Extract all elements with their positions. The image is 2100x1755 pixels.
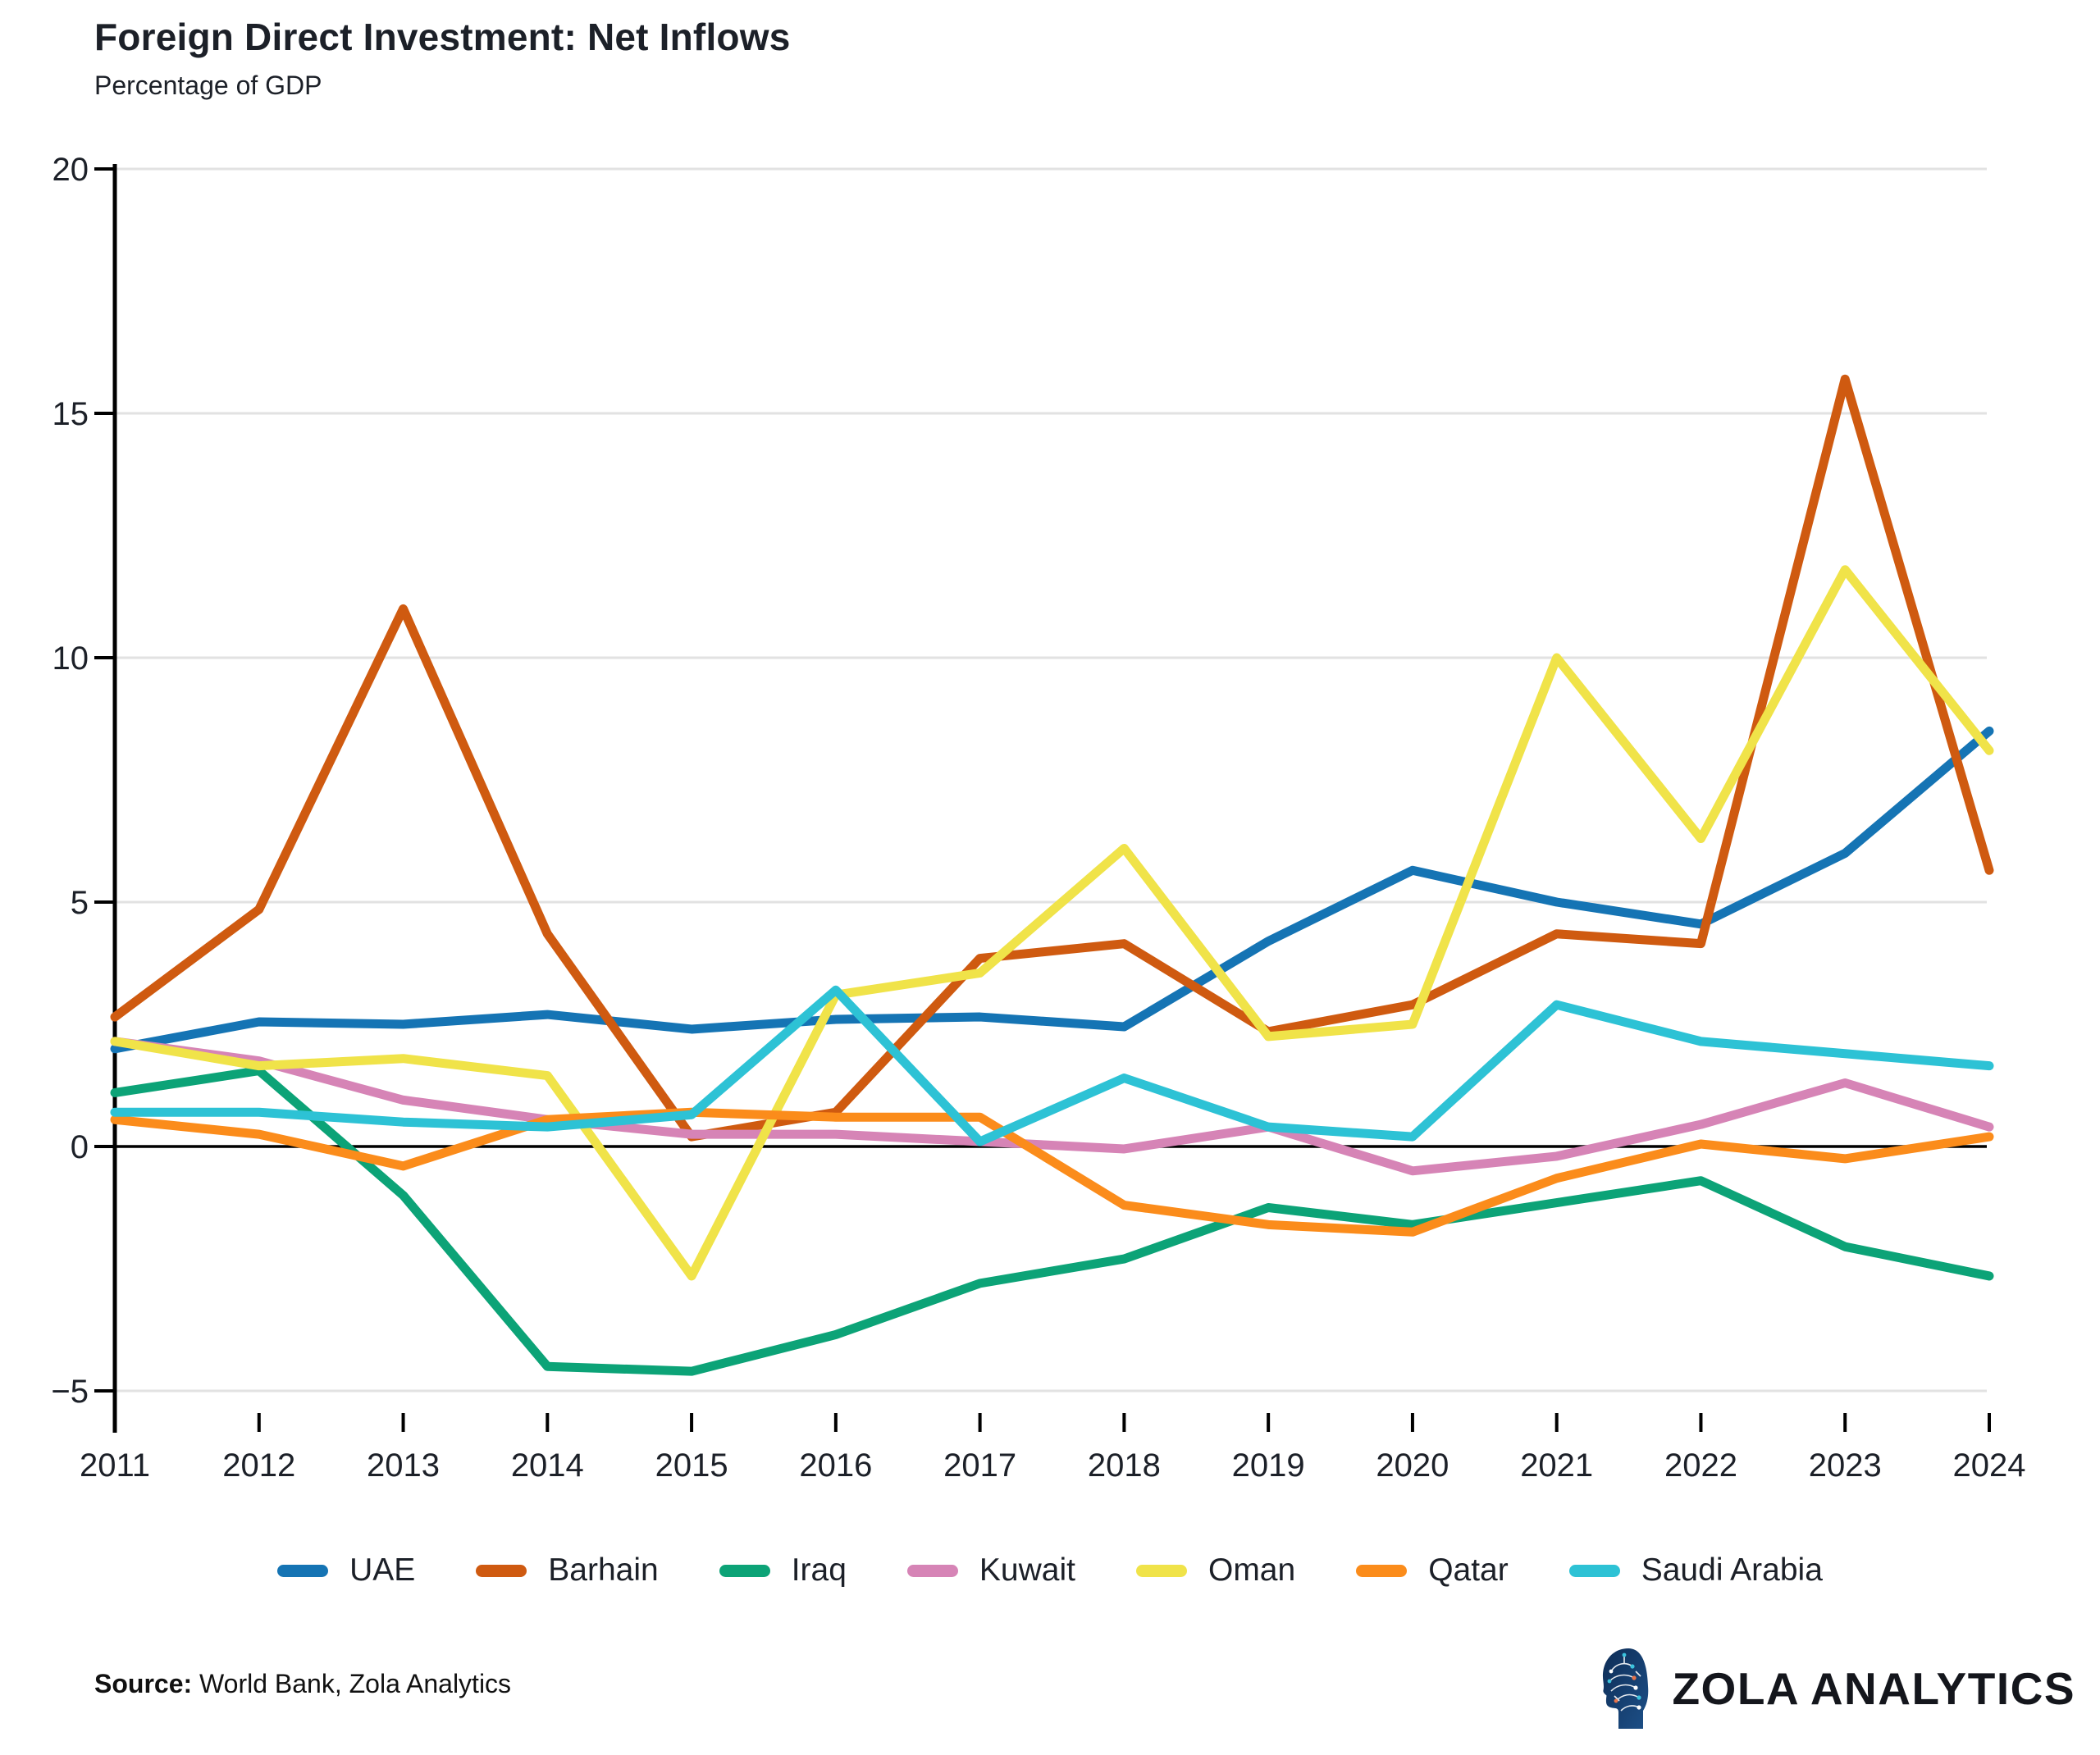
series-line-barhain bbox=[110, 374, 1994, 1142]
series-line-oman bbox=[110, 565, 1994, 1281]
y-tick-label: 5 bbox=[71, 885, 89, 921]
x-tick-label: 2014 bbox=[511, 1447, 584, 1484]
legend-swatch bbox=[1356, 1564, 1408, 1577]
source-label: Source: bbox=[94, 1669, 193, 1698]
x-tick-label: 2013 bbox=[367, 1447, 440, 1484]
source-text: World Bank, Zola Analytics bbox=[192, 1669, 512, 1698]
legend-item-saudi-arabia: Saudi Arabia bbox=[1568, 1552, 1823, 1589]
legend-item-barhain: Barhain bbox=[476, 1552, 659, 1589]
chart-title: Foreign Direct Investment: Net Inflows bbox=[94, 16, 791, 58]
x-tick-label: 2012 bbox=[222, 1447, 295, 1484]
x-tick-label: 2024 bbox=[1953, 1447, 2026, 1484]
series-line-iraq bbox=[110, 1066, 1994, 1376]
x-tick-label: 2016 bbox=[799, 1447, 872, 1484]
legend-item-qatar: Qatar bbox=[1356, 1552, 1509, 1589]
legend-label: Oman bbox=[1208, 1552, 1296, 1588]
legend-label: UAE bbox=[349, 1552, 416, 1588]
legend-item-iraq: Iraq bbox=[719, 1552, 847, 1589]
series-line-qatar bbox=[110, 1107, 1994, 1237]
source-note: Source: World Bank, Zola Analytics bbox=[94, 1669, 511, 1699]
head-circuit-icon bbox=[1603, 1648, 1649, 1729]
x-tick-label: 2015 bbox=[655, 1447, 728, 1484]
x-tick-label: 2021 bbox=[1520, 1447, 1593, 1484]
legend-swatch bbox=[1135, 1564, 1187, 1577]
chart-subtitle: Percentage of GDP bbox=[94, 71, 322, 100]
brand-logo: ZOLA ANALYTICS bbox=[1600, 1647, 2075, 1730]
legend-item-kuwait: Kuwait bbox=[906, 1552, 1075, 1589]
x-tick-label: 2023 bbox=[1809, 1447, 1882, 1484]
y-tick-label: 10 bbox=[52, 640, 89, 677]
y-tick-label: 15 bbox=[52, 396, 89, 432]
legend-swatch bbox=[1568, 1564, 1620, 1577]
series-line-uae bbox=[110, 726, 1994, 1054]
legend-label: Saudi Arabia bbox=[1641, 1552, 1823, 1588]
x-tick-label: 2019 bbox=[1232, 1447, 1305, 1484]
brand-name: ZOLA ANALYTICS bbox=[1672, 1663, 2075, 1714]
legend-label: Barhain bbox=[548, 1552, 659, 1588]
legend-swatch bbox=[277, 1564, 329, 1577]
series-line-kuwait bbox=[110, 1037, 1994, 1176]
series-line-saudi-arabia bbox=[110, 985, 1994, 1146]
x-tick-label: 2018 bbox=[1088, 1447, 1161, 1484]
legend-label: Kuwait bbox=[979, 1552, 1075, 1588]
legend-swatch bbox=[719, 1564, 770, 1577]
y-tick-label: −5 bbox=[51, 1374, 89, 1410]
legend-label: Iraq bbox=[791, 1552, 847, 1588]
x-tick-label: 2017 bbox=[943, 1447, 1016, 1484]
x-tick-label: 2011 bbox=[80, 1447, 150, 1484]
x-tick-label: 2022 bbox=[1664, 1447, 1737, 1484]
legend-item-uae: UAE bbox=[277, 1552, 415, 1589]
legend-item-oman: Oman bbox=[1135, 1552, 1296, 1589]
y-tick-label: 0 bbox=[71, 1129, 89, 1165]
legend-label: Qatar bbox=[1428, 1552, 1509, 1588]
y-tick-label: 20 bbox=[52, 152, 89, 188]
legend-swatch bbox=[906, 1564, 958, 1577]
x-tick-label: 2020 bbox=[1376, 1447, 1449, 1484]
chart-legend: UAE Barhain Iraq Kuwait Oman Qatar Saudi Arabi… bbox=[0, 1542, 2100, 1599]
legend-swatch bbox=[476, 1564, 527, 1577]
